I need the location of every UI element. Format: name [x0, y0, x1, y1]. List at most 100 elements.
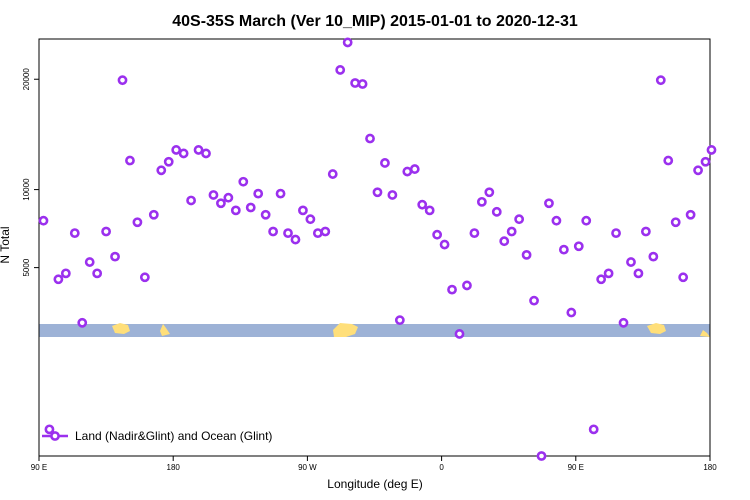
data-point	[125, 155, 135, 166]
data-point	[327, 169, 338, 179]
data-point	[566, 307, 577, 318]
data-point	[469, 228, 480, 239]
data-point	[201, 148, 211, 159]
data-point	[238, 176, 249, 187]
data-point	[283, 228, 293, 239]
data-point	[178, 148, 189, 159]
data-point	[558, 244, 569, 255]
data-point	[38, 215, 49, 226]
data-point	[139, 272, 150, 283]
x-tick-label: 180	[167, 463, 181, 472]
data-point	[357, 79, 368, 89]
ocean-band	[39, 324, 710, 337]
data-point	[499, 236, 510, 247]
data-point	[268, 226, 279, 237]
data-point	[193, 145, 204, 155]
data-point	[685, 209, 696, 220]
data-point	[476, 196, 487, 207]
data-point	[44, 424, 55, 435]
data-point	[275, 188, 286, 199]
data-point	[171, 145, 182, 155]
data-point	[223, 192, 234, 203]
data-point	[655, 75, 666, 86]
data-point	[117, 75, 128, 86]
land-patch	[333, 323, 358, 337]
data-point	[432, 229, 443, 240]
data-point	[69, 228, 80, 239]
legend-label: Land (Nadir&Glint) and Ocean (Glint)	[75, 429, 272, 443]
chart-title: 40S-35S March (Ver 10_MIP) 2015-01-01 to…	[172, 13, 578, 30]
land-patch	[112, 323, 130, 334]
data-point	[521, 249, 532, 260]
data-point	[447, 284, 457, 295]
plot-frame	[38, 38, 711, 457]
data-point	[380, 158, 390, 168]
data-point	[581, 215, 592, 226]
x-tick-label: 180	[703, 463, 717, 472]
data-point	[305, 214, 316, 225]
data-point	[640, 226, 651, 237]
data-point	[132, 217, 143, 228]
data-point	[633, 268, 644, 279]
data-point	[611, 228, 621, 239]
data-point	[551, 215, 562, 226]
data-point	[342, 37, 353, 48]
legend-marker	[50, 431, 60, 441]
data-point	[92, 268, 103, 279]
data-point	[529, 295, 539, 306]
data-point	[506, 226, 517, 237]
data-point	[387, 190, 398, 200]
data-point	[110, 251, 120, 262]
data-point	[603, 268, 614, 279]
data-point	[208, 190, 219, 200]
data-point	[670, 217, 681, 228]
y-tick-label: 20000	[22, 68, 31, 91]
data-point	[84, 257, 95, 267]
legend: Land (Nadir&Glint) and Ocean (Glint)	[42, 429, 272, 443]
data-point	[298, 205, 308, 216]
data-point	[260, 209, 271, 220]
data-point	[618, 317, 629, 328]
x-tick-label: 0	[439, 463, 444, 472]
data-point	[290, 234, 301, 245]
data-points	[38, 37, 717, 461]
data-point	[462, 280, 472, 291]
data-point	[596, 274, 607, 285]
data-point	[700, 156, 711, 167]
data-point	[163, 156, 174, 167]
data-point	[230, 205, 241, 216]
data-point	[573, 241, 584, 252]
y-axis: 5000 10000 20000	[22, 68, 39, 277]
data-point	[409, 164, 420, 174]
data-point	[663, 155, 674, 166]
data-point	[424, 205, 435, 216]
data-point	[350, 78, 361, 88]
data-point	[372, 187, 383, 198]
data-point	[253, 188, 264, 199]
data-point	[101, 226, 111, 237]
data-point	[626, 257, 636, 267]
land-overlay	[112, 323, 710, 337]
data-point	[77, 317, 88, 328]
data-point	[335, 65, 346, 75]
x-tick-label: 90 W	[298, 463, 317, 472]
data-point	[394, 315, 405, 326]
data-point	[693, 165, 703, 176]
data-point	[365, 133, 375, 144]
data-point	[678, 272, 689, 283]
x-axis-label: Longitude (deg E)	[327, 477, 422, 491]
data-point	[148, 209, 159, 220]
data-point	[706, 145, 717, 155]
data-point	[53, 274, 64, 285]
data-point	[312, 228, 323, 239]
data-point	[454, 329, 465, 339]
data-point	[491, 206, 502, 217]
data-point	[536, 451, 547, 461]
data-point	[544, 198, 554, 209]
data-point	[514, 214, 525, 225]
x-tick-label: 90 E	[568, 463, 584, 472]
data-point	[156, 165, 167, 176]
y-axis-label: N Total	[0, 226, 12, 263]
data-point	[216, 198, 226, 209]
